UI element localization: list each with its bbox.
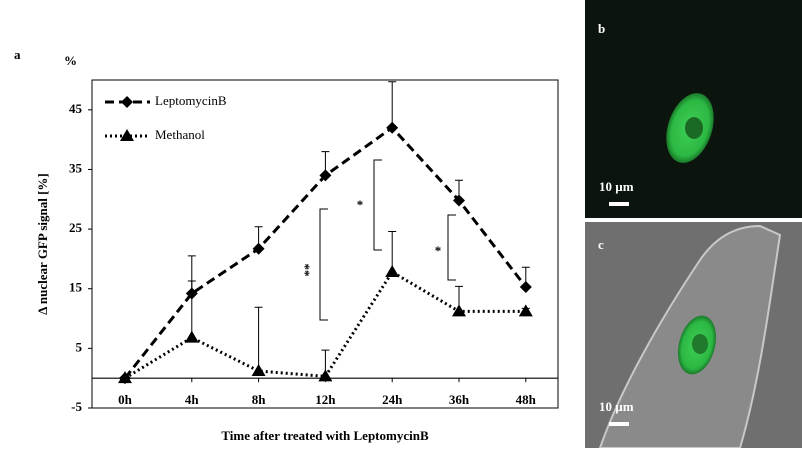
- panel-label: a: [14, 47, 21, 62]
- marker: [385, 265, 400, 278]
- legend-label: Methanol: [155, 127, 205, 142]
- marker: [518, 304, 533, 317]
- scale-bar: [609, 202, 629, 206]
- marker: [318, 369, 333, 382]
- marker: [251, 364, 266, 377]
- significance-bracket: [447, 214, 456, 281]
- x-tick-label: 8h: [252, 392, 267, 407]
- nucleus: [685, 117, 703, 139]
- legend-marker: [121, 96, 133, 108]
- y-tick-label: 25: [69, 220, 83, 235]
- y-tick-label: 5: [76, 339, 83, 354]
- marker: [519, 280, 532, 293]
- marker: [184, 330, 199, 343]
- significance-label: *: [435, 243, 442, 258]
- x-tick-label: 24h: [382, 392, 403, 407]
- marker: [118, 371, 132, 384]
- significance-label: **: [301, 264, 316, 277]
- y-tick-label: 35: [69, 160, 83, 175]
- x-tick-label: 0h: [118, 392, 133, 407]
- panel-label: b: [598, 21, 605, 36]
- x-tick-label: 4h: [185, 392, 200, 407]
- significance-bracket: [373, 159, 382, 251]
- error-bar: [388, 81, 397, 128]
- scale-bar-label: 10 µm: [599, 399, 634, 414]
- x-axis-title: Time after treated with LeptomycinB: [221, 428, 429, 443]
- significance-bracket: [319, 208, 328, 321]
- marker: [319, 169, 332, 182]
- x-tick-label: 48h: [516, 392, 537, 407]
- x-tick-label: 36h: [449, 392, 470, 407]
- plot-frame: [91, 79, 559, 409]
- legend-label: LeptomycinB: [155, 93, 227, 108]
- y-tick-label: -5: [71, 399, 82, 414]
- legend-marker: [120, 129, 134, 141]
- marker: [386, 121, 399, 134]
- marker: [452, 304, 466, 317]
- unit-label: %: [64, 53, 77, 68]
- panel-label: c: [598, 237, 604, 252]
- nucleus: [692, 334, 708, 354]
- y-tick-label: 45: [69, 101, 83, 116]
- y-tick-label: 15: [69, 280, 83, 295]
- error-bar: [254, 306, 263, 372]
- scale-bar-label: 10 µm: [599, 179, 634, 194]
- y-axis-title: Δ nuclear GFP signal [%]: [35, 173, 50, 315]
- marker: [453, 194, 465, 207]
- scale-bar: [609, 422, 629, 426]
- error-bar: [187, 280, 196, 338]
- marker: [252, 242, 265, 255]
- x-tick-label: 12h: [315, 392, 336, 407]
- significance-label: *: [357, 197, 364, 212]
